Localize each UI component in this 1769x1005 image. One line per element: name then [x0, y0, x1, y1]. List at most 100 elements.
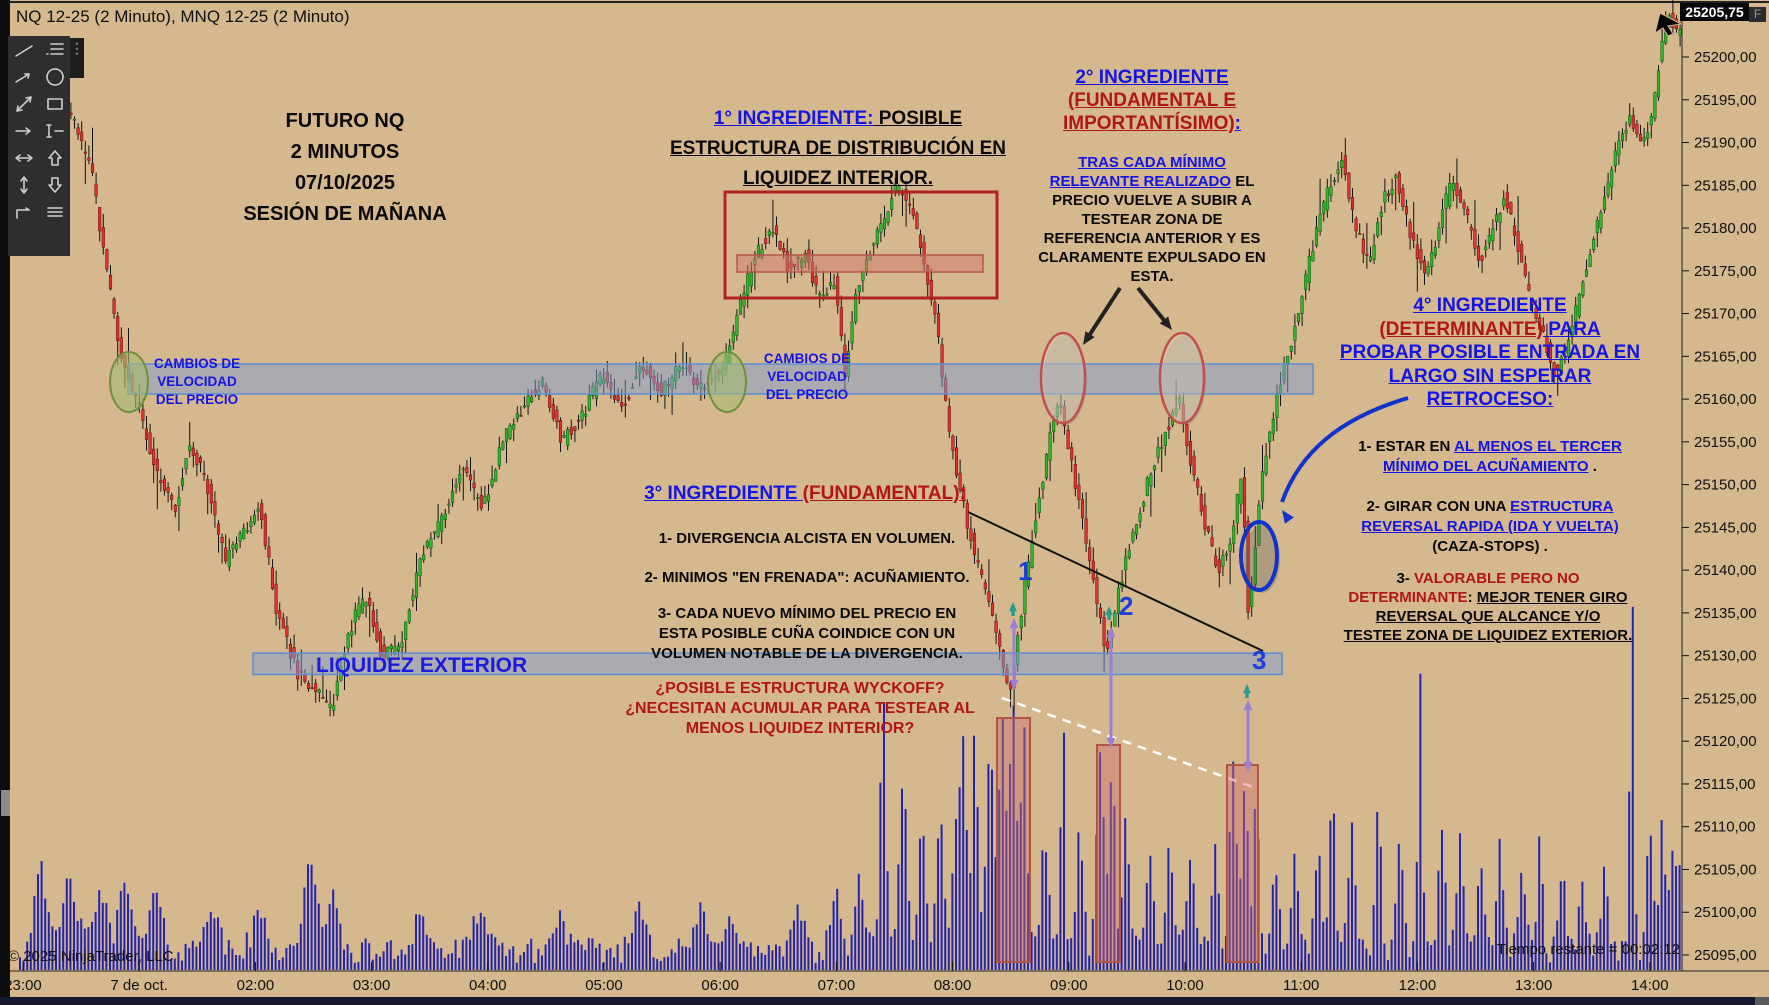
volume-pane	[19, 606, 1681, 970]
svg-text:09:00: 09:00	[1050, 977, 1088, 994]
bottom-scrollbar[interactable]	[0, 997, 1769, 1005]
arrow-line-tool-icon[interactable]	[8, 63, 39, 90]
svg-text:25130,00: 25130,00	[1694, 648, 1757, 665]
svg-text:25180,00: 25180,00	[1694, 220, 1757, 237]
annotation-ingrediente-4-item2: 2- GIRAR CON UNA ESTRUCTURA REVERSAL RAPI…	[1361, 498, 1619, 555]
panel-grip[interactable]	[1, 790, 10, 816]
menu-list-icon[interactable]	[39, 36, 70, 63]
speed-change-ellipse	[707, 351, 747, 413]
svg-text:25185,00: 25185,00	[1694, 177, 1757, 194]
ray-tool-icon[interactable]	[8, 117, 39, 144]
label-cambios-velocidad-2: CAMBIOS DE VELOCIDAD DEL PRECIO	[763, 351, 851, 402]
distribution-inner-band	[736, 254, 984, 273]
svg-text:25170,00: 25170,00	[1694, 306, 1757, 323]
rejection-test-ellipse	[1039, 331, 1087, 425]
svg-text:25160,00: 25160,00	[1694, 391, 1757, 408]
svg-text:03:00: 03:00	[353, 977, 391, 994]
pointer-arrow	[1136, 286, 1170, 327]
session-title: FUTURO NQ 2 MINUTOS 07/10/2025 SESIÓN DE MA…	[243, 110, 447, 225]
liquidity-band	[252, 652, 1283, 676]
reversal-ellipse	[1239, 520, 1279, 592]
chart-title: NQ 12-25 (2 Minuto), MNQ 12-25 (2 Minuto…	[16, 7, 350, 26]
svg-text:25100,00: 25100,00	[1694, 904, 1757, 921]
wedge-minimum-label: 2	[1119, 591, 1134, 621]
speed-change-ellipse	[109, 351, 149, 413]
line-tool-icon[interactable]	[8, 36, 39, 63]
svg-text:04:00: 04:00	[469, 977, 507, 994]
annotation-ingrediente-2-heading: 2° INGREDIENTE (FUNDAMENTAL E IMPORTANTÍ…	[1062, 67, 1241, 134]
annotation-ingrediente-4-heading: 4° INGREDIENTE (DETERMINANTE) PARA PROBA…	[1339, 295, 1641, 410]
arrow-up-marker-icon[interactable]	[39, 144, 70, 171]
svg-text:25095,00: 25095,00	[1694, 947, 1757, 964]
svg-text:25110,00: 25110,00	[1694, 819, 1755, 836]
svg-text:25140,00: 25140,00	[1694, 562, 1757, 579]
svg-text:25120,00: 25120,00	[1694, 733, 1757, 750]
annotation-ingrediente-3-item1: 1- DIVERGENCIA ALCISTA EN VOLUMEN.	[658, 530, 956, 547]
svg-text:13:00: 13:00	[1515, 977, 1553, 994]
volume-highlight-box	[1226, 764, 1259, 963]
menu-icon[interactable]	[39, 198, 70, 225]
annotation-ingrediente-1: 1° INGREDIENTE: POSIBLE ESTRUCTURA DE DI…	[669, 108, 1007, 189]
rejection-test-ellipse	[1158, 331, 1206, 425]
svg-text:02:00: 02:00	[237, 977, 275, 994]
svg-text:25200,00: 25200,00	[1694, 49, 1757, 66]
annotation-ingrediente-2-body: TRAS CADA MÍNIMO RELEVANTE REALIZADO EL PR…	[1038, 154, 1266, 285]
svg-text:25145,00: 25145,00	[1694, 519, 1757, 536]
volume-divergence-line	[1001, 696, 1254, 789]
mouse-cursor	[1654, 12, 1683, 37]
svg-text:14:00: 14:00	[1631, 977, 1669, 994]
vertical-range-tool-icon[interactable]	[8, 171, 39, 198]
svg-text:25150,00: 25150,00	[1694, 477, 1757, 494]
svg-text:12:00: 12:00	[1399, 977, 1437, 994]
svg-text:05:00: 05:00	[585, 977, 623, 994]
price-axis: 25200,00 25195,00 25190,00 25185,00 25180,00…	[1682, 49, 1757, 964]
pointer-arrow	[1084, 286, 1122, 342]
toolbar-drag-handle[interactable]: • • •	[70, 38, 84, 78]
svg-text:10:00: 10:00	[1166, 977, 1204, 994]
svg-text:25115,00: 25115,00	[1694, 776, 1755, 793]
label-liquidez-exterior: LIQUIDEZ EXTERIOR	[316, 654, 528, 677]
ellipse-tool-icon[interactable]	[39, 63, 70, 90]
svg-text:07:00: 07:00	[818, 977, 856, 994]
svg-text:06:00: 06:00	[701, 977, 739, 994]
svg-text:25175,00: 25175,00	[1694, 263, 1757, 280]
arrow-down-marker-icon[interactable]	[39, 171, 70, 198]
diagonal-arrows-tool-icon[interactable]	[8, 90, 39, 117]
svg-text:25135,00: 25135,00	[1694, 605, 1757, 622]
label-cambios-velocidad-1: CAMBIOS DE VELOCIDAD DEL PRECIO	[153, 356, 241, 407]
annotation-ingrediente-3-heading: 3° INGREDIENTE (FUNDAMENTAL):	[644, 483, 966, 504]
svg-text:25195,00: 25195,00	[1694, 92, 1757, 109]
wedge-minimum-label: 1	[1018, 556, 1033, 586]
time-remaining-label: Tiempo restante = 00:02:12	[1496, 941, 1680, 958]
left-panel-strip	[0, 0, 10, 1005]
wedge-minimum-label: 3	[1252, 645, 1267, 675]
svg-text:7 de oct.: 7 de oct.	[110, 977, 168, 994]
annotation-ingrediente-3-item2: 2- MINIMOS "EN FRENADA": ACUÑAMIENTO.	[644, 569, 970, 586]
svg-text:25155,00: 25155,00	[1694, 434, 1757, 451]
annotation-ingrediente-3-item3: 3- CADA NUEVO MÍNIMO DEL PRECIO EN ESTA P…	[651, 605, 963, 662]
annotation-ingrediente-4-item3: 3- VALORABLE PERO NO DETERMINANTE: MEJOR …	[1343, 570, 1633, 644]
entry-pointer-arrow	[1280, 396, 1409, 503]
volume-highlight-box	[1096, 744, 1121, 963]
bottom-scroll-thumb[interactable]	[1755, 997, 1769, 1005]
volume-highlight-box	[996, 717, 1031, 963]
horizontal-range-tool-icon[interactable]	[8, 144, 39, 171]
time-axis: 23:00 7 de oct. 02:00 03:00 04:00 05:00 06:00 0…	[4, 962, 1669, 994]
annotation-wyckoff-question: ¿POSIBLE ESTRUCTURA WYCKOFF? ¿NECESITAN A…	[625, 680, 975, 737]
svg-text:08:00: 08:00	[934, 977, 972, 994]
focus-button[interactable]: F	[1749, 7, 1766, 22]
svg-text:25125,00: 25125,00	[1694, 690, 1757, 707]
drawing-toolbar	[8, 36, 70, 256]
text-tool-icon[interactable]	[39, 117, 70, 144]
svg-text:25105,00: 25105,00	[1694, 861, 1757, 878]
wedge-trendline	[967, 511, 1264, 652]
svg-text:25165,00: 25165,00	[1694, 348, 1757, 365]
last-price-marker: 25205,75	[1680, 3, 1749, 21]
polyline-tool-icon[interactable]	[8, 198, 39, 225]
copyright-text: © 2025 NinjaTrader, LLC	[8, 948, 174, 965]
svg-text:25190,00: 25190,00	[1694, 135, 1757, 152]
svg-text:23:00: 23:00	[4, 977, 42, 994]
rectangle-tool-icon[interactable]	[39, 90, 70, 117]
annotation-ingrediente-4-item1: 1- ESTAR EN AL MENOS EL TERCER MÍNIMO DEL…	[1358, 438, 1622, 475]
